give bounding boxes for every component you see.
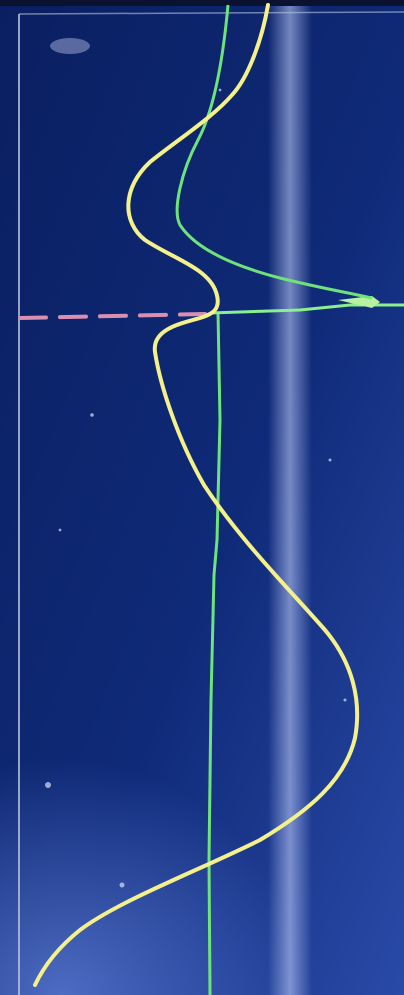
screen-specks [45, 38, 347, 888]
corner-glow [0, 600, 404, 995]
top-bezel [0, 0, 404, 6]
cursor-line [18, 312, 207, 320]
green-trace-vertical [207, 311, 222, 995]
yellow-trace [33, 3, 360, 987]
top-frame-line [18, 11, 404, 15]
green-trace-horizontal [209, 303, 404, 315]
green-trace-curve [175, 4, 373, 300]
screen-glare [268, 0, 312, 995]
green-marker-arrow [338, 296, 380, 308]
